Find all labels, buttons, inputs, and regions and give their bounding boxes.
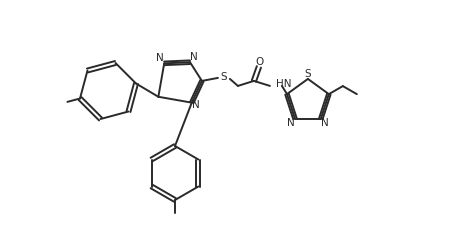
Text: N: N [321, 118, 329, 128]
Text: N: N [156, 53, 164, 63]
Text: N: N [287, 118, 295, 128]
Text: S: S [220, 72, 227, 82]
Text: HN: HN [276, 79, 292, 89]
Text: N: N [190, 52, 198, 62]
Text: S: S [305, 69, 311, 79]
Text: N: N [192, 100, 200, 110]
Text: O: O [256, 57, 264, 67]
